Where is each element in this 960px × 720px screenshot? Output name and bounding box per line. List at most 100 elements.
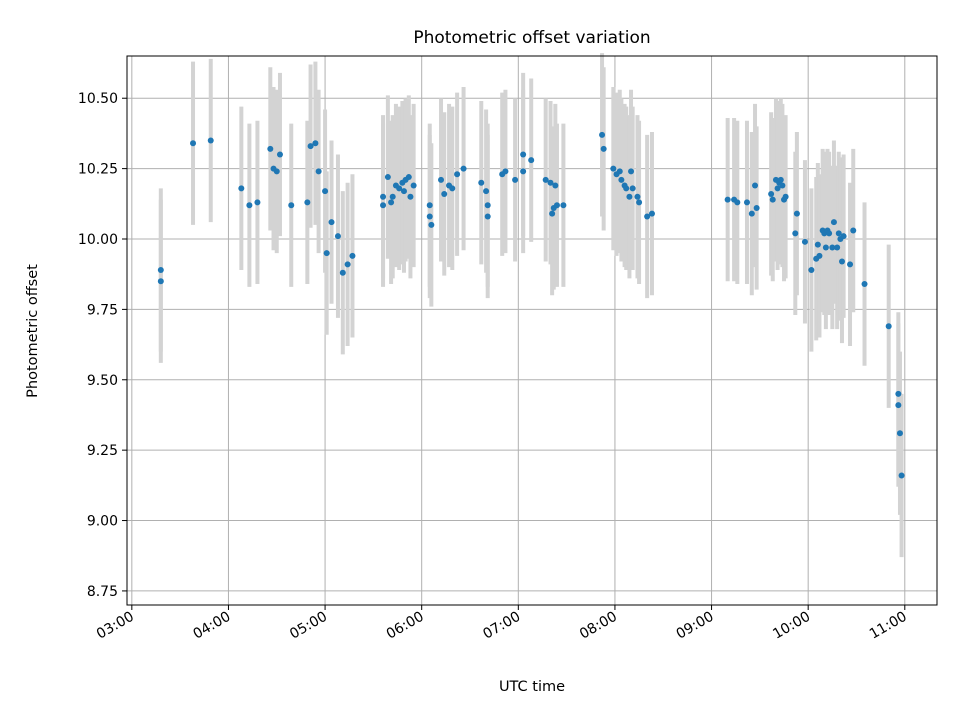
data-point: [323, 250, 330, 257]
data-point: [838, 258, 845, 265]
data-point: [850, 227, 857, 234]
data-point: [460, 165, 467, 172]
data-point: [322, 188, 329, 195]
data-point: [520, 168, 527, 175]
y-axis-ticks: 8.75 9.00 9.25 9.50 9.75 10.00 10.25 10.50: [78, 91, 127, 600]
data-point: [238, 185, 245, 192]
data-point: [426, 213, 433, 220]
data-point: [768, 190, 775, 197]
data-point: [410, 182, 417, 189]
data-point: [814, 241, 821, 248]
data-point: [307, 143, 314, 150]
data-point: [826, 230, 833, 237]
data-point: [400, 188, 407, 195]
data-point: [512, 176, 519, 183]
data-point: [380, 193, 387, 200]
data-point: [835, 230, 842, 237]
data-point: [276, 151, 283, 158]
data-point: [478, 179, 485, 186]
data-point: [808, 266, 815, 273]
data-point: [380, 202, 387, 209]
data-point: [847, 261, 854, 268]
data-point: [484, 202, 491, 209]
data-point: [254, 199, 261, 206]
x-axis-label: UTC time: [499, 679, 565, 695]
data-point: [816, 252, 823, 259]
data-point: [441, 190, 448, 197]
data-point: [449, 185, 456, 192]
data-point: [273, 168, 280, 175]
data-point: [822, 244, 829, 251]
data-point: [426, 202, 433, 209]
data-point: [407, 193, 414, 200]
y-tick-label: 10.25: [78, 162, 118, 178]
data-point: [626, 193, 633, 200]
data-point: [885, 323, 892, 330]
data-point: [334, 233, 341, 240]
data-points: [157, 131, 905, 479]
data-point: [734, 199, 741, 206]
data-point: [774, 185, 781, 192]
data-point: [190, 140, 197, 147]
data-point: [560, 202, 567, 209]
y-tick-label: 10.50: [78, 91, 118, 107]
data-point: [895, 402, 902, 409]
data-point: [648, 210, 655, 217]
data-point: [898, 472, 905, 479]
data-point: [777, 176, 784, 183]
y-tick-label: 9.00: [87, 514, 118, 530]
data-point: [304, 199, 311, 206]
data-point: [288, 202, 295, 209]
data-point: [267, 145, 274, 152]
data-point: [349, 252, 356, 259]
data-point: [454, 171, 461, 178]
y-axis-label: Photometric offset: [25, 264, 41, 398]
data-point: [405, 174, 412, 181]
data-point: [801, 238, 808, 245]
data-point: [542, 176, 549, 183]
data-point: [384, 174, 391, 181]
data-point: [312, 140, 319, 147]
data-point: [743, 199, 750, 206]
data-point: [520, 151, 527, 158]
data-point: [896, 430, 903, 437]
y-tick-label: 9.50: [87, 373, 118, 389]
data-point: [829, 244, 836, 251]
data-point: [840, 233, 847, 240]
y-tick-label: 8.75: [87, 584, 118, 600]
data-point: [748, 210, 755, 217]
data-point: [895, 390, 902, 397]
data-point: [792, 230, 799, 237]
plot-frame: [126, 55, 938, 606]
data-point: [782, 193, 789, 200]
data-point: [830, 219, 837, 226]
data-point: [396, 185, 403, 192]
data-point: [769, 196, 776, 203]
data-point: [438, 176, 445, 183]
data-point: [636, 199, 643, 206]
data-point: [861, 281, 868, 288]
data-point: [207, 137, 214, 144]
data-point: [388, 199, 395, 206]
data-point: [315, 168, 322, 175]
chart-title: Photometric offset variation: [413, 28, 650, 48]
y-tick-label: 10.00: [78, 232, 118, 248]
data-point: [344, 261, 351, 268]
data-point: [644, 213, 651, 220]
data-point: [484, 213, 491, 220]
data-point: [616, 168, 623, 175]
data-point: [628, 168, 635, 175]
data-point: [428, 221, 435, 228]
y-tick-label: 9.75: [87, 302, 118, 318]
data-point: [793, 210, 800, 217]
data-point: [618, 176, 625, 183]
data-point: [552, 182, 559, 189]
data-point: [157, 266, 164, 273]
data-point: [547, 179, 554, 186]
data-point: [528, 157, 535, 164]
data-point: [752, 182, 759, 189]
data-point: [610, 165, 617, 172]
data-point: [246, 202, 253, 209]
data-point: [600, 145, 607, 152]
